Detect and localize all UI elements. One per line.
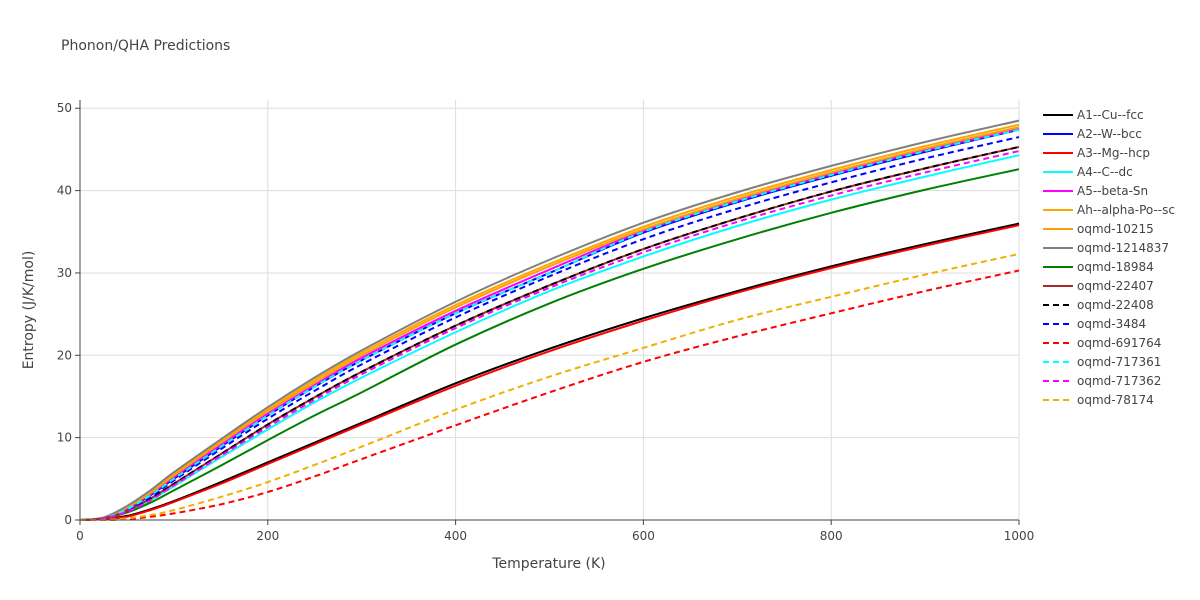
legend-item-oqmd-717361[interactable]: oqmd-717361: [1043, 355, 1161, 369]
legend-item-oqmd-18984[interactable]: oqmd-18984: [1043, 260, 1154, 274]
x-tick-label: 0: [76, 529, 84, 543]
x-tick-label: 200: [256, 529, 279, 543]
legend-item-a1-cu-fcc[interactable]: A1--Cu--fcc: [1043, 108, 1144, 122]
series-line-a3-mg-hcp: [79, 224, 1020, 521]
legend-label: oqmd-717362: [1077, 374, 1161, 388]
legend-item-a5-beta-sn[interactable]: A5--beta-Sn: [1043, 184, 1148, 198]
y-axis-ticks: 0 10 20 30 40 50: [57, 101, 80, 527]
chart-title: Phonon/QHA Predictions: [61, 38, 230, 54]
legend-item-oqmd-10215[interactable]: oqmd-10215: [1043, 222, 1154, 236]
axes: [79, 100, 1019, 521]
series-line-oqmd-10215: [79, 126, 1020, 521]
legend-label: oqmd-1214837: [1077, 241, 1169, 255]
legend-item-a4-c-dc[interactable]: A4--C--dc: [1043, 165, 1133, 179]
y-tick-label: 0: [64, 513, 72, 527]
y-tick-label: 50: [57, 101, 72, 115]
legend-label: oqmd-717361: [1077, 355, 1161, 369]
series-line-oqmd-22408: [79, 145, 1020, 521]
x-axis-ticks: 0 200 400 600 800 1000: [76, 520, 1034, 543]
series-line-oqmd-1214837: [79, 119, 1020, 521]
series-lines: [79, 119, 1020, 522]
y-tick-label: 20: [57, 348, 72, 362]
legend-label: oqmd-18984: [1077, 260, 1154, 274]
legend-label: A2--W--bcc: [1077, 127, 1142, 141]
legend-item-ah-alpha-po-sc[interactable]: Ah--alpha-Po--sc: [1043, 203, 1175, 217]
x-tick-label: 1000: [1004, 529, 1035, 543]
series-line-oqmd-78174: [79, 253, 1020, 522]
y-tick-label: 10: [57, 431, 72, 445]
legend-label: oqmd-3484: [1077, 317, 1146, 331]
legend-item-oqmd-691764[interactable]: oqmd-691764: [1043, 336, 1161, 350]
legend-label: Ah--alpha-Po--sc: [1077, 203, 1175, 217]
legend-item-oqmd-3484[interactable]: oqmd-3484: [1043, 317, 1146, 331]
legend-label: oqmd-78174: [1077, 393, 1154, 407]
legend-label: oqmd-22408: [1077, 298, 1154, 312]
x-tick-label: 600: [632, 529, 655, 543]
legend-item-oqmd-22408[interactable]: oqmd-22408: [1043, 298, 1154, 312]
y-tick-label: 30: [57, 266, 72, 280]
legend-label: A4--C--dc: [1077, 165, 1133, 179]
grid-lines: [80, 100, 1020, 520]
legend-item-a2-w-bcc[interactable]: A2--W--bcc: [1043, 127, 1142, 141]
legend-label: A5--beta-Sn: [1077, 184, 1148, 198]
y-axis-title: Entropy (J/K/mol): [21, 251, 37, 370]
series-line-oqmd-717362: [79, 150, 1020, 521]
legend-label: oqmd-22407: [1077, 279, 1154, 293]
series-line-oqmd-691764: [79, 269, 1020, 522]
legend-item-oqmd-78174[interactable]: oqmd-78174: [1043, 393, 1154, 407]
series-line-oqmd-18984: [79, 168, 1020, 521]
legend-label: A1--Cu--fcc: [1077, 108, 1144, 122]
legend-label: A3--Mg--hcp: [1077, 146, 1150, 160]
legend-item-oqmd-1214837[interactable]: oqmd-1214837: [1043, 241, 1169, 255]
legend-item-oqmd-717362[interactable]: oqmd-717362: [1043, 374, 1161, 388]
legend[interactable]: A1--Cu--fcc A2--W--bcc A3--Mg--hcp A4--C--d…: [1043, 108, 1175, 407]
legend-label: oqmd-691764: [1077, 336, 1161, 350]
series-line-oqmd-3484: [79, 136, 1020, 521]
legend-label: oqmd-10215: [1077, 222, 1154, 236]
legend-item-a3-mg-hcp[interactable]: A3--Mg--hcp: [1043, 146, 1150, 160]
legend-item-oqmd-22407[interactable]: oqmd-22407: [1043, 279, 1154, 293]
x-tick-label: 400: [444, 529, 467, 543]
series-line-oqmd-717361: [79, 128, 1020, 521]
x-axis-title: Temperature (K): [491, 556, 605, 572]
y-tick-label: 40: [57, 184, 72, 198]
x-tick-label: 800: [820, 529, 843, 543]
